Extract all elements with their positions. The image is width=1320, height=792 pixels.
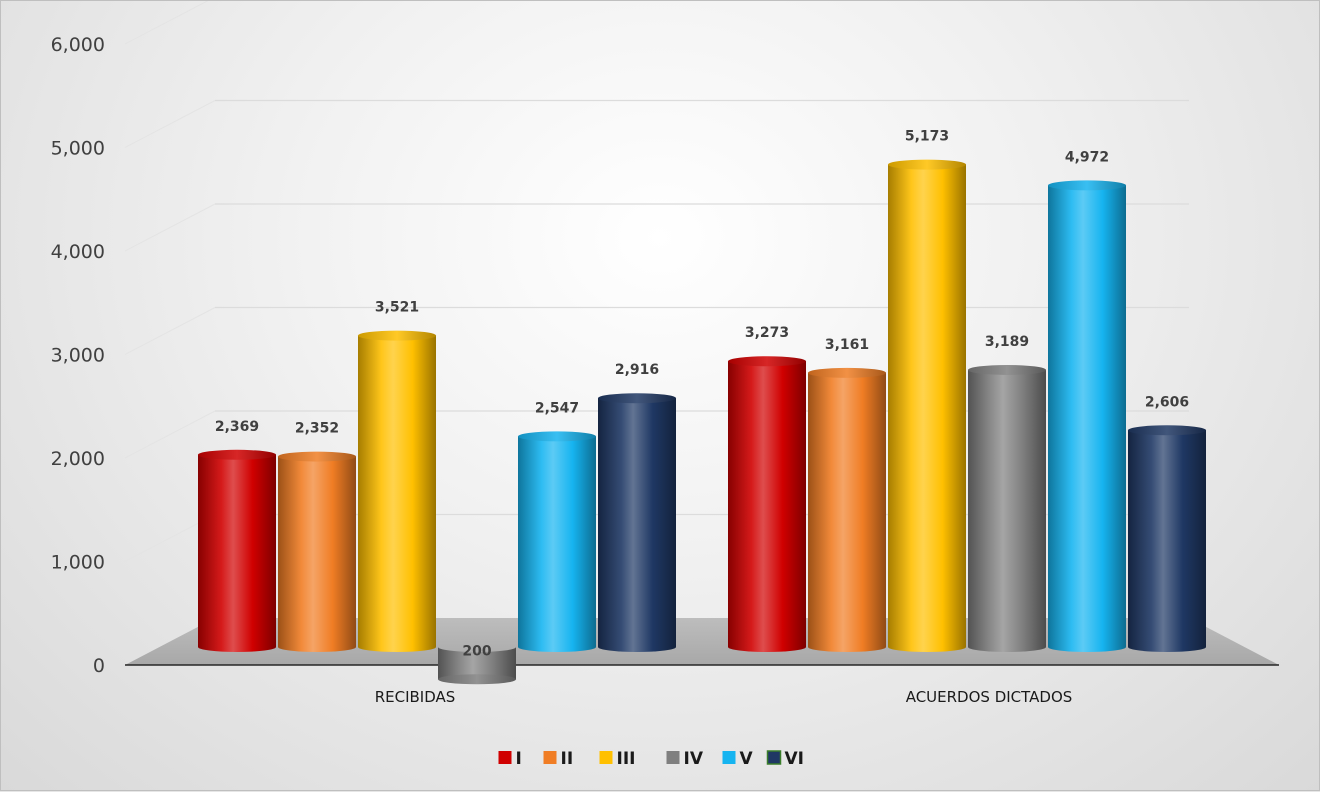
legend-item: II [543,749,574,769]
y-tick-label: 3,000 [51,345,105,367]
bar [518,431,596,652]
bar-body [968,369,1046,652]
data-label: 2,606 [1145,394,1189,410]
bar-body [358,335,436,652]
data-label: 4,972 [1065,149,1109,165]
y-tick-label: 4,000 [51,241,105,263]
bar [968,364,1046,652]
bar-top [1128,425,1206,436]
x-tick-label: RECIBIDAS [375,688,456,706]
bar [358,330,436,652]
legend-swatch [722,751,736,764]
data-label: 3,161 [825,337,869,353]
legend-item: VI [766,749,804,769]
bar [598,393,676,652]
bar-body [1128,430,1206,652]
bar-top [1048,180,1126,191]
legend-item: V [722,749,754,769]
gridline-diagonal [124,307,216,355]
legend-label: II [561,749,574,769]
legend-label: III [617,749,636,769]
y-tick-label: 6,000 [51,34,105,56]
data-label: 5,173 [905,129,949,145]
x-tick-label: ACUERDOS DICTADOS [906,688,1073,706]
bar [1128,425,1206,652]
bar-top [358,330,436,341]
bar-body [728,361,806,652]
bar-top [438,674,516,685]
legend-swatch [543,751,557,764]
bar-top [968,364,1046,375]
bar-body [808,372,886,652]
bar-body [888,164,966,653]
bar [438,647,516,685]
legend-label: IV [684,749,704,769]
bar [1048,180,1126,652]
y-tick-label: 2,000 [51,448,105,470]
gridline-diagonal [124,410,216,459]
bar-top [728,356,806,367]
legend-swatch [498,751,512,764]
bar-top [518,431,596,442]
bar-top [278,451,356,462]
gridline-diagonal [124,203,216,252]
bar-body [438,647,516,680]
bar-top [888,159,966,170]
bar [808,367,886,652]
bar-body [278,456,356,652]
legend-item: IV [666,749,704,769]
bar-body [1048,185,1126,652]
bar [198,449,276,652]
data-label: 3,521 [375,300,419,316]
gridline-diagonal [124,1,209,45]
legend-swatch [599,751,613,764]
legend-swatch [666,751,680,764]
y-tick-label: 5,000 [51,138,105,160]
legend-label: V [740,749,754,769]
bar-body [518,436,596,652]
data-label: 2,916 [615,362,659,378]
data-label: 3,189 [985,334,1029,350]
x-axis: RECIBIDAS ACUERDOS DICTADOS [375,688,1073,706]
bar-top [598,393,676,404]
data-label: 2,352 [295,421,339,437]
y-tick-label: 1,000 [51,552,105,574]
data-labels: 2,369 2,352 3,521 200 2,547 2,916 3,273 3,161 5,… [215,129,1189,660]
legend-item: I [498,749,522,769]
y-axis: 0 1,000 2,000 3,000 4,000 5,000 6,000 [51,34,105,677]
data-label: 200 [462,643,491,659]
data-label: 3,273 [745,325,789,341]
bar-top [808,367,886,378]
y-tick-label: 0 [93,655,105,677]
legend-label: I [516,749,522,769]
bar [278,451,356,652]
data-label: 2,369 [215,419,259,435]
data-label: 2,547 [535,400,579,416]
bars [198,159,1206,685]
legend-swatch [766,750,782,765]
bar-top [198,449,276,460]
legend-label: VI [785,749,804,769]
bar [728,356,806,652]
legend-item: III [599,749,636,769]
bar-body [198,454,276,652]
gridline-diagonal [124,100,216,148]
legend: I II III IV V VI [498,749,804,769]
bar [888,159,966,653]
bar-body [598,398,676,652]
